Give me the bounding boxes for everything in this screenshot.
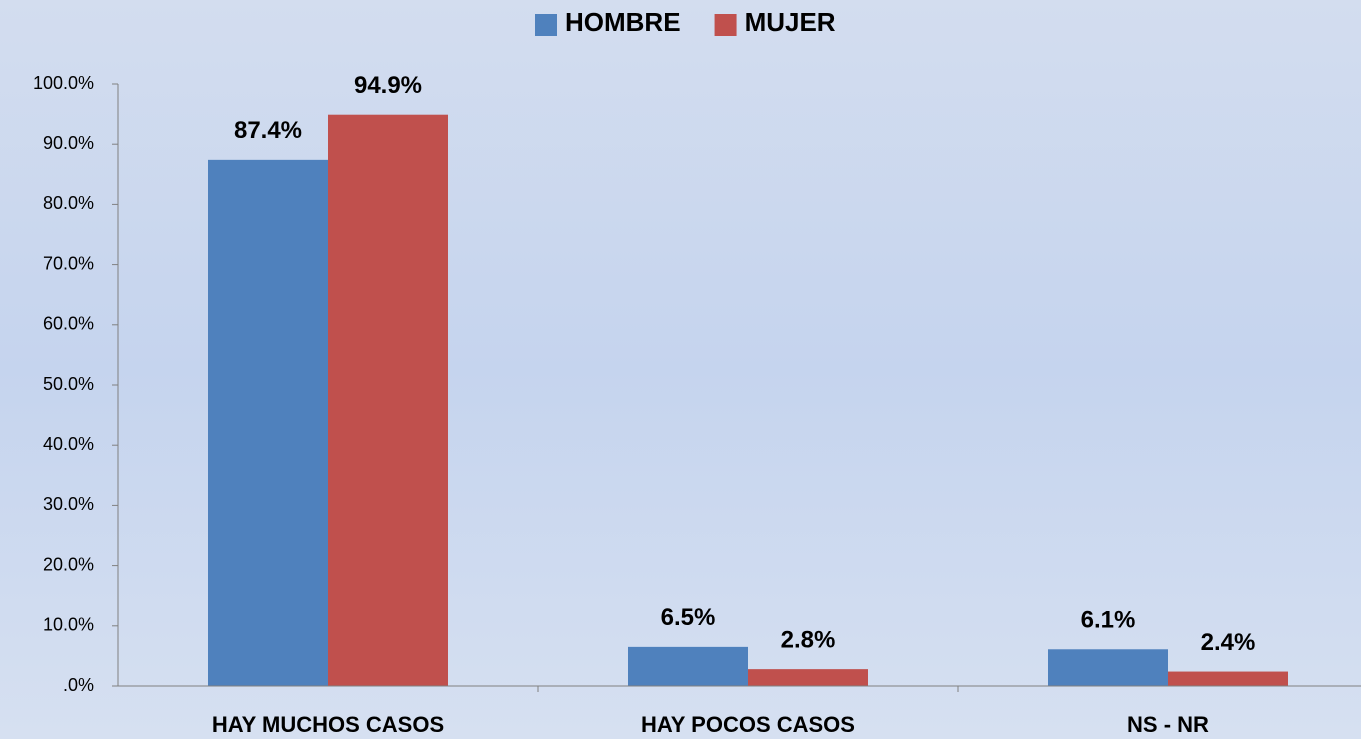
legend-label: MUJER <box>745 7 836 37</box>
value-label: 87.4% <box>234 117 302 144</box>
y-tick-label: 90.0% <box>43 133 94 153</box>
bar <box>1168 671 1288 686</box>
bar <box>328 114 448 686</box>
value-label: 2.8% <box>781 626 836 653</box>
y-tick-label: .0% <box>63 675 94 695</box>
legend-label: HOMBRE <box>565 7 681 37</box>
y-tick-label: 20.0% <box>43 554 94 574</box>
y-tick-label: 100.0% <box>33 73 94 93</box>
y-tick-label: 10.0% <box>43 615 94 635</box>
x-tick-label: HAY MUCHOS CASOS <box>212 712 444 737</box>
x-tick-label: HAY POCOS CASOS <box>641 712 855 737</box>
value-label: 94.9% <box>354 72 422 99</box>
bar <box>748 669 868 686</box>
y-tick-label: 50.0% <box>43 374 94 394</box>
y-tick-label: 40.0% <box>43 434 94 454</box>
value-label: 6.5% <box>661 604 716 631</box>
bar <box>1048 649 1168 686</box>
y-tick-label: 60.0% <box>43 314 94 334</box>
bar <box>208 159 328 687</box>
y-tick-label: 80.0% <box>43 193 94 213</box>
value-label: 2.4% <box>1201 629 1256 656</box>
bar <box>628 646 748 686</box>
x-tick-label: NS - NR <box>1127 712 1209 737</box>
legend-swatch <box>535 14 557 36</box>
y-tick-label: 70.0% <box>43 253 94 273</box>
legend-swatch <box>714 14 737 36</box>
value-label: 6.1% <box>1081 607 1136 634</box>
y-tick-label: 30.0% <box>43 494 94 514</box>
